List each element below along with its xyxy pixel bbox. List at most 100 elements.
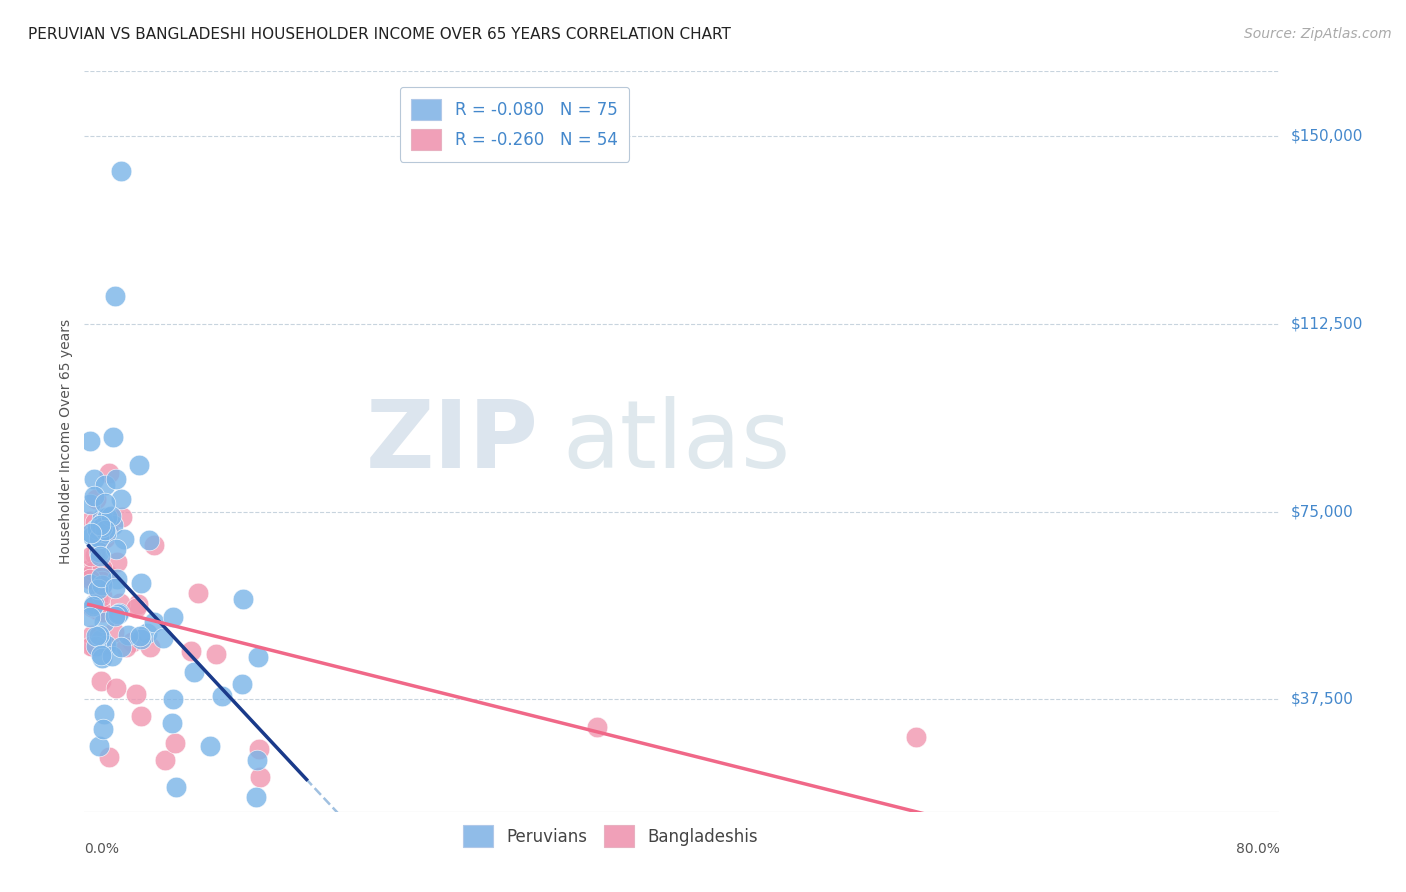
Point	[97, 522, 120, 536]
Text: 80.0%: 80.0%	[1236, 842, 1279, 856]
Point	[112, 533, 135, 547]
Point	[80, 529, 103, 543]
Point	[100, 509, 122, 524]
Point	[104, 609, 127, 624]
Point	[165, 736, 187, 750]
Point	[83, 489, 105, 503]
Point	[232, 592, 254, 607]
Point	[93, 615, 115, 630]
Point	[83, 472, 105, 486]
Point	[105, 572, 128, 586]
Point	[83, 548, 105, 562]
Point	[136, 626, 159, 640]
Point	[91, 722, 114, 736]
Point	[79, 562, 101, 576]
Point	[86, 522, 108, 536]
Point	[249, 742, 271, 756]
Point	[103, 625, 125, 640]
Point	[586, 720, 609, 734]
Point	[83, 597, 105, 611]
Point	[94, 478, 117, 492]
Point	[94, 523, 117, 537]
Point	[91, 651, 114, 665]
Point	[83, 598, 105, 612]
Point	[117, 627, 139, 641]
Point	[79, 572, 101, 586]
Point	[101, 430, 124, 444]
Point	[165, 780, 187, 794]
Point	[83, 515, 105, 529]
Point	[247, 650, 270, 665]
Point	[180, 644, 202, 658]
Point	[82, 564, 104, 578]
Point	[143, 615, 166, 630]
Point	[84, 629, 107, 643]
Point	[143, 538, 166, 552]
Point	[84, 523, 107, 537]
Point	[97, 749, 120, 764]
Text: ZIP: ZIP	[366, 395, 538, 488]
Point	[79, 434, 101, 448]
Point	[90, 673, 112, 688]
Point	[80, 599, 103, 614]
Point	[94, 638, 117, 652]
Point	[153, 754, 176, 768]
Point	[93, 515, 115, 529]
Point	[245, 789, 267, 804]
Point	[127, 598, 149, 612]
Point	[108, 596, 131, 610]
Point	[84, 492, 107, 507]
Point	[80, 549, 103, 563]
Point	[87, 582, 110, 596]
Point	[94, 637, 117, 651]
Point	[79, 497, 101, 511]
Point	[198, 739, 221, 753]
Point	[96, 510, 118, 524]
Point	[129, 629, 152, 643]
Point	[105, 541, 128, 556]
Point	[129, 575, 152, 590]
Point	[94, 525, 117, 540]
Point	[87, 603, 110, 617]
Point	[89, 628, 111, 642]
Text: 0.0%: 0.0%	[84, 842, 120, 856]
Point	[110, 491, 132, 506]
Point	[89, 549, 111, 563]
Point	[87, 545, 110, 559]
Point	[79, 577, 101, 591]
Point	[94, 532, 117, 546]
Point	[138, 533, 160, 547]
Point	[110, 164, 132, 178]
Point	[108, 607, 131, 621]
Text: atlas: atlas	[562, 395, 790, 488]
Point	[104, 581, 127, 595]
Point	[101, 648, 124, 663]
Point	[111, 509, 134, 524]
Point	[87, 632, 110, 647]
Legend: Peruvians, Bangladeshis: Peruvians, Bangladeshis	[454, 817, 766, 855]
Point	[121, 634, 143, 648]
Point	[107, 607, 129, 622]
Text: PERUVIAN VS BANGLADESHI HOUSEHOLDER INCOME OVER 65 YEARS CORRELATION CHART: PERUVIAN VS BANGLADESHI HOUSEHOLDER INCO…	[28, 27, 731, 42]
Point	[125, 687, 148, 701]
Point	[103, 517, 125, 532]
Point	[90, 648, 112, 662]
Point	[90, 577, 112, 591]
Point	[129, 709, 152, 723]
Text: Source: ZipAtlas.com: Source: ZipAtlas.com	[1244, 27, 1392, 41]
Point	[87, 591, 110, 606]
Point	[205, 647, 228, 661]
Point	[90, 510, 112, 524]
Point	[86, 575, 108, 590]
Point	[110, 640, 132, 654]
Point	[93, 707, 115, 722]
Text: $112,500: $112,500	[1291, 317, 1362, 332]
Point	[90, 570, 112, 584]
Point	[79, 514, 101, 528]
Point	[105, 555, 128, 569]
Point	[187, 585, 209, 599]
Point	[905, 730, 928, 744]
Point	[183, 665, 205, 679]
Text: $37,500: $37,500	[1291, 691, 1354, 706]
Point	[91, 589, 114, 603]
